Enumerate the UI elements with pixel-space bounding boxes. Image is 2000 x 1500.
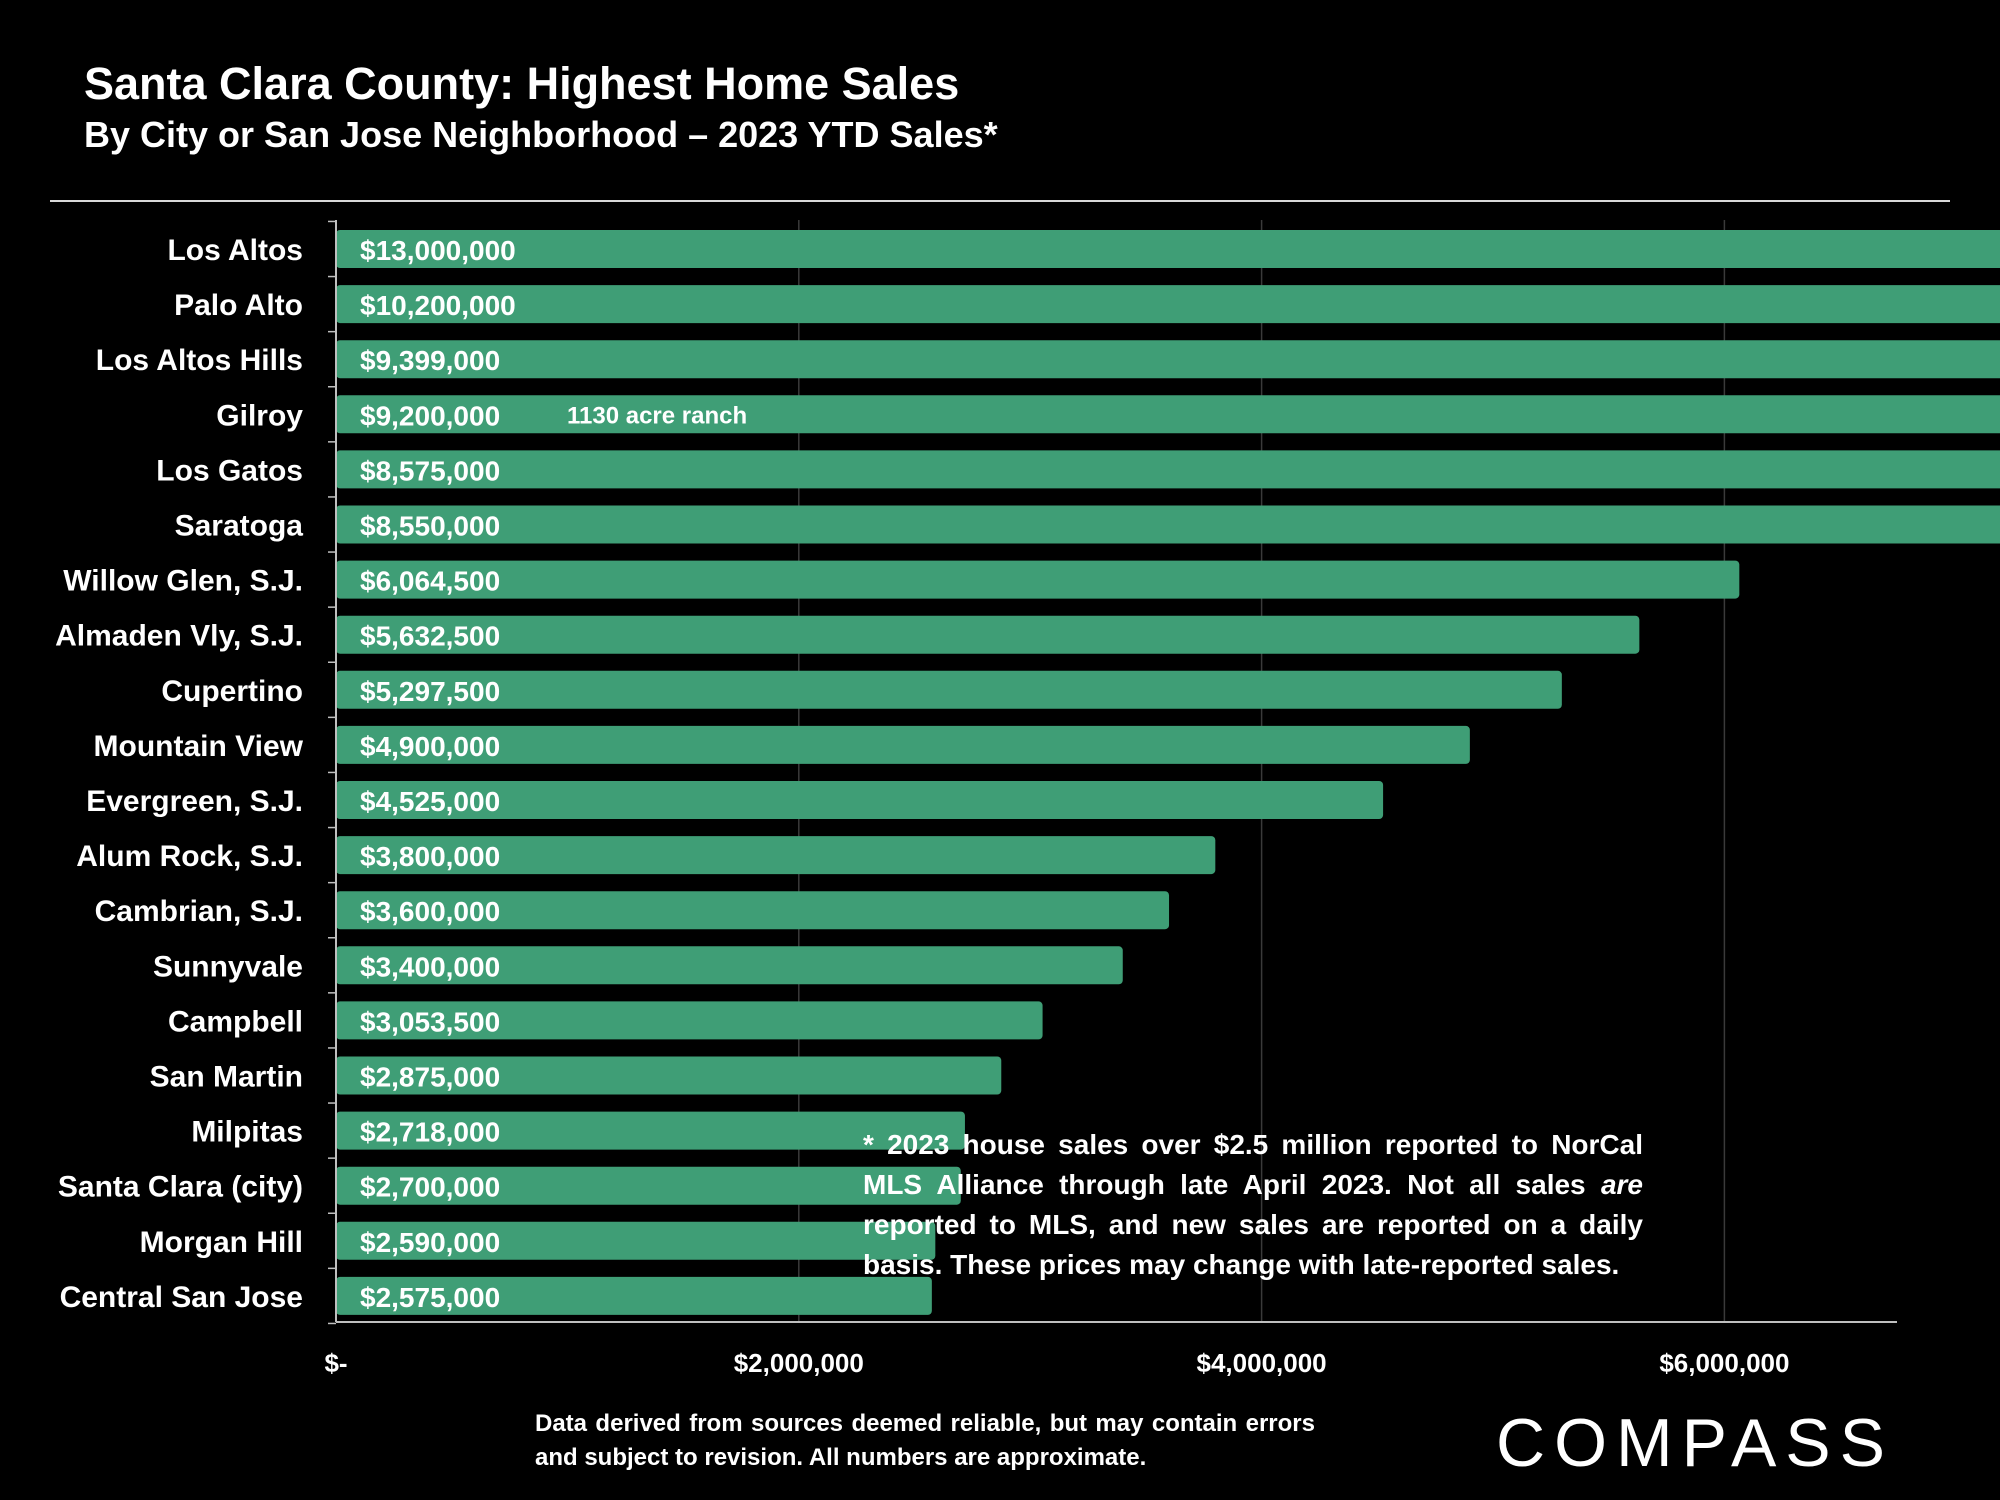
bar-16 xyxy=(336,1111,965,1150)
data-label-18: $2,590,000 xyxy=(360,1227,500,1258)
data-label-11: $3,800,000 xyxy=(360,841,500,872)
bar-9 xyxy=(336,725,1470,764)
data-label-5: $8,550,000 xyxy=(360,511,500,542)
bar-12 xyxy=(336,891,1170,930)
bar-15 xyxy=(336,1056,1002,1095)
data-label-19: $2,575,000 xyxy=(360,1282,500,1313)
category-label-8: Cupertino xyxy=(161,675,303,708)
bar-13 xyxy=(336,946,1123,985)
category-label-3: Gilroy xyxy=(216,399,303,432)
bar-3 xyxy=(336,395,2000,434)
bar-19 xyxy=(336,1276,932,1315)
data-label-3: $9,200,000 xyxy=(360,400,500,431)
x-tick-label-2: $4,000,000 xyxy=(1197,1348,1327,1378)
data-label-10: $4,525,000 xyxy=(360,786,500,817)
category-label-13: Sunnyvale xyxy=(153,950,303,983)
category-label-14: Campbell xyxy=(168,1005,303,1038)
footnote-emphasis: are xyxy=(1600,1169,1643,1200)
bar-10 xyxy=(336,781,1384,819)
category-label-11: Alum Rock, S.J. xyxy=(76,840,303,873)
data-label-13: $3,400,000 xyxy=(360,951,500,982)
data-label-4: $8,575,000 xyxy=(360,455,500,486)
compass-logo: COMPASS xyxy=(1496,1405,1895,1481)
category-label-2: Los Altos Hills xyxy=(96,344,303,377)
x-tick-label-3: $6,000,000 xyxy=(1659,1348,1789,1378)
category-label-6: Willow Glen, S.J. xyxy=(63,565,303,598)
bar-2 xyxy=(336,340,2000,379)
x-tick-label-1: $2,000,000 xyxy=(734,1348,864,1378)
bar-7 xyxy=(336,615,1640,654)
bar-8 xyxy=(336,670,1562,709)
title-divider xyxy=(50,200,1950,202)
chart-title: Santa Clara County: Highest Home Sales xyxy=(84,58,960,109)
category-label-19: Central San Jose xyxy=(60,1281,303,1314)
bar-14 xyxy=(336,1001,1043,1040)
bar-chart: Los Altos $13,000,000 Palo Alto $10,200,000… xyxy=(55,220,2000,1378)
data-label-6: $6,064,500 xyxy=(360,566,500,597)
footnote-text-start: * 2023 house sales over $2.5 million rep… xyxy=(863,1129,1643,1200)
data-label-12: $3,600,000 xyxy=(360,896,500,927)
data-label-17: $2,700,000 xyxy=(360,1172,500,1203)
category-label-17: Santa Clara (city) xyxy=(58,1171,303,1204)
data-label-9: $4,900,000 xyxy=(360,731,500,762)
bar-6 xyxy=(336,560,1740,599)
data-label-15: $2,875,000 xyxy=(360,1062,500,1093)
footnote-text-end: reported to MLS, and new sales are repor… xyxy=(863,1209,1643,1280)
bar-4 xyxy=(336,450,2000,489)
data-label-2: $9,399,000 xyxy=(360,345,500,376)
category-label-0: Los Altos xyxy=(167,234,303,267)
category-label-7: Almaden Vly, S.J. xyxy=(55,620,303,653)
data-label-8: $5,297,500 xyxy=(360,676,500,707)
chart-subtitle: By City or San Jose Neighborhood – 2023 … xyxy=(84,114,998,155)
category-label-4: Los Gatos xyxy=(156,454,303,487)
category-label-15: San Martin xyxy=(150,1061,303,1094)
bar-1 xyxy=(336,285,2000,324)
category-label-12: Cambrian, S.J. xyxy=(95,895,303,928)
category-label-10: Evergreen, S.J. xyxy=(86,785,303,818)
category-label-5: Saratoga xyxy=(175,510,304,543)
bar-17 xyxy=(336,1166,961,1205)
category-label-18: Morgan Hill xyxy=(140,1226,303,1259)
data-label-0: $13,000,000 xyxy=(360,235,516,266)
data-label-1: $10,200,000 xyxy=(360,290,516,321)
data-label-14: $3,053,500 xyxy=(360,1006,500,1037)
category-label-1: Palo Alto xyxy=(174,289,303,322)
data-label-16: $2,718,000 xyxy=(360,1117,500,1148)
footnote: * 2023 house sales over $2.5 million rep… xyxy=(863,1125,1643,1285)
bar-0 xyxy=(336,230,2000,268)
category-label-16: Milpitas xyxy=(191,1116,303,1149)
category-label-9: Mountain View xyxy=(94,730,304,763)
bar-5 xyxy=(336,505,2000,544)
data-label-7: $5,632,500 xyxy=(360,621,500,652)
bar-annotation-0: 1130 acre ranch xyxy=(567,402,747,429)
data-disclaimer: Data derived from sources deemed reliabl… xyxy=(535,1410,1315,1471)
bar-18 xyxy=(336,1221,936,1260)
bar-11 xyxy=(336,836,1216,875)
x-tick-label-0: $- xyxy=(324,1348,347,1378)
